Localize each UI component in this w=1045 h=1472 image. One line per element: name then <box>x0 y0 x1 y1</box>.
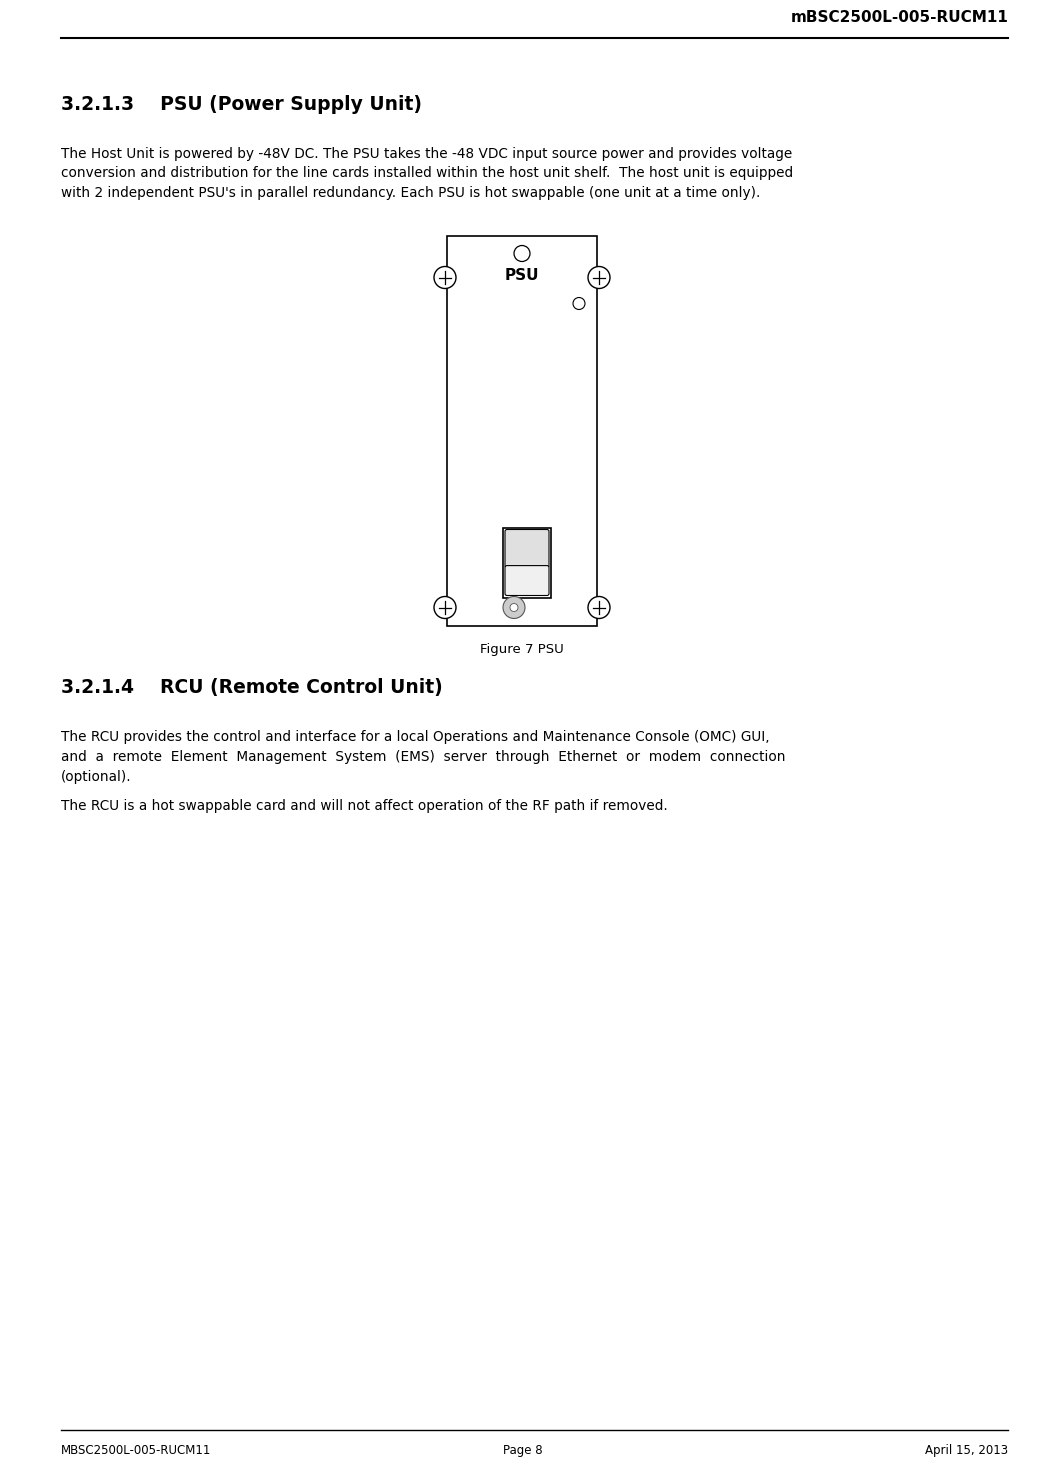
Circle shape <box>510 604 518 611</box>
Text: The Host Unit is powered by -48V DC. The PSU takes the -48 VDC input source powe: The Host Unit is powered by -48V DC. The… <box>61 147 792 160</box>
Text: 3.2.1.3    PSU (Power Supply Unit): 3.2.1.3 PSU (Power Supply Unit) <box>61 96 421 113</box>
Circle shape <box>588 266 610 289</box>
Text: conversion and distribution for the line cards installed within the host unit sh: conversion and distribution for the line… <box>61 166 793 181</box>
Text: 3.2.1.4    RCU (Remote Control Unit): 3.2.1.4 RCU (Remote Control Unit) <box>61 679 442 698</box>
Text: The RCU is a hot swappable card and will not affect operation of the RF path if : The RCU is a hot swappable card and will… <box>61 799 668 813</box>
Text: The RCU provides the control and interface for a local Operations and Maintenanc: The RCU provides the control and interfa… <box>61 730 769 745</box>
Text: Page 8: Page 8 <box>503 1444 542 1457</box>
FancyBboxPatch shape <box>505 530 549 568</box>
Text: and  a  remote  Element  Management  System  (EMS)  server  through  Ethernet  o: and a remote Element Management System (… <box>61 751 785 764</box>
Bar <box>447 236 597 626</box>
Circle shape <box>514 246 530 262</box>
Circle shape <box>434 596 456 618</box>
Text: (optional).: (optional). <box>61 770 132 783</box>
Circle shape <box>434 266 456 289</box>
FancyBboxPatch shape <box>505 565 549 596</box>
Text: mBSC2500L-005-RUCM11: mBSC2500L-005-RUCM11 <box>791 10 1008 25</box>
Circle shape <box>588 596 610 618</box>
Text: MBSC2500L-005-RUCM11: MBSC2500L-005-RUCM11 <box>61 1444 211 1457</box>
Circle shape <box>573 297 585 309</box>
Bar <box>503 527 551 598</box>
Text: Figure 7 PSU: Figure 7 PSU <box>480 643 564 657</box>
Text: PSU: PSU <box>505 268 539 283</box>
Text: with 2 independent PSU's in parallel redundancy. Each PSU is hot swappable (one : with 2 independent PSU's in parallel red… <box>61 185 760 200</box>
Text: April 15, 2013: April 15, 2013 <box>925 1444 1008 1457</box>
Circle shape <box>503 596 525 618</box>
